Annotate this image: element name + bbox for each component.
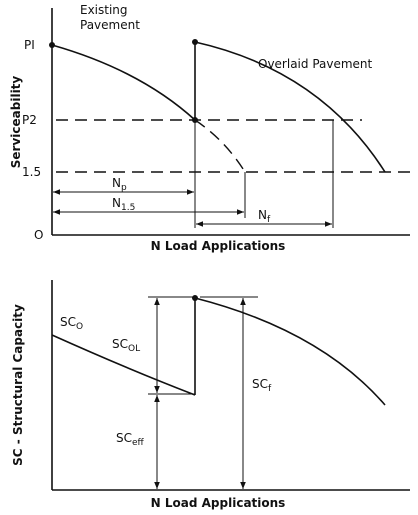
y-axis-label: Serviceability (9, 76, 23, 169)
level-label: O (34, 228, 43, 242)
overlaid-curve (194, 41, 386, 173)
existing-capacity (51, 334, 196, 396)
capacity-label: SCf (252, 377, 272, 394)
level-label: PI (24, 38, 35, 52)
top-panel: Serviceability PI P2 1.5 O Existing Pave… (9, 3, 410, 253)
capacity-label: SCeff (116, 431, 145, 448)
interval-label: Nf (258, 208, 271, 225)
capacity-label: SCO (60, 315, 83, 332)
overlaid-label: Overlaid Pavement (258, 57, 373, 71)
x-axis-label: N Load Applications (151, 239, 286, 253)
x-axis-label: N Load Applications (151, 496, 286, 510)
existing-label: Pavement (80, 18, 140, 32)
overlaid-capacity (194, 297, 386, 406)
existing-curve (51, 44, 196, 121)
interval-label: Np (112, 176, 127, 193)
capacity-label: SCOL (112, 337, 140, 354)
interval-label: N1.5 (112, 196, 135, 213)
level-label: P2 (22, 113, 37, 127)
existing-label: Existing (80, 3, 128, 17)
bottom-panel: SC - Structural Capacity SCO SCOL SCeff … (11, 280, 410, 510)
level-label: 1.5 (22, 165, 41, 179)
y-axis-label: SC - Structural Capacity (11, 304, 25, 466)
extension (194, 119, 246, 173)
